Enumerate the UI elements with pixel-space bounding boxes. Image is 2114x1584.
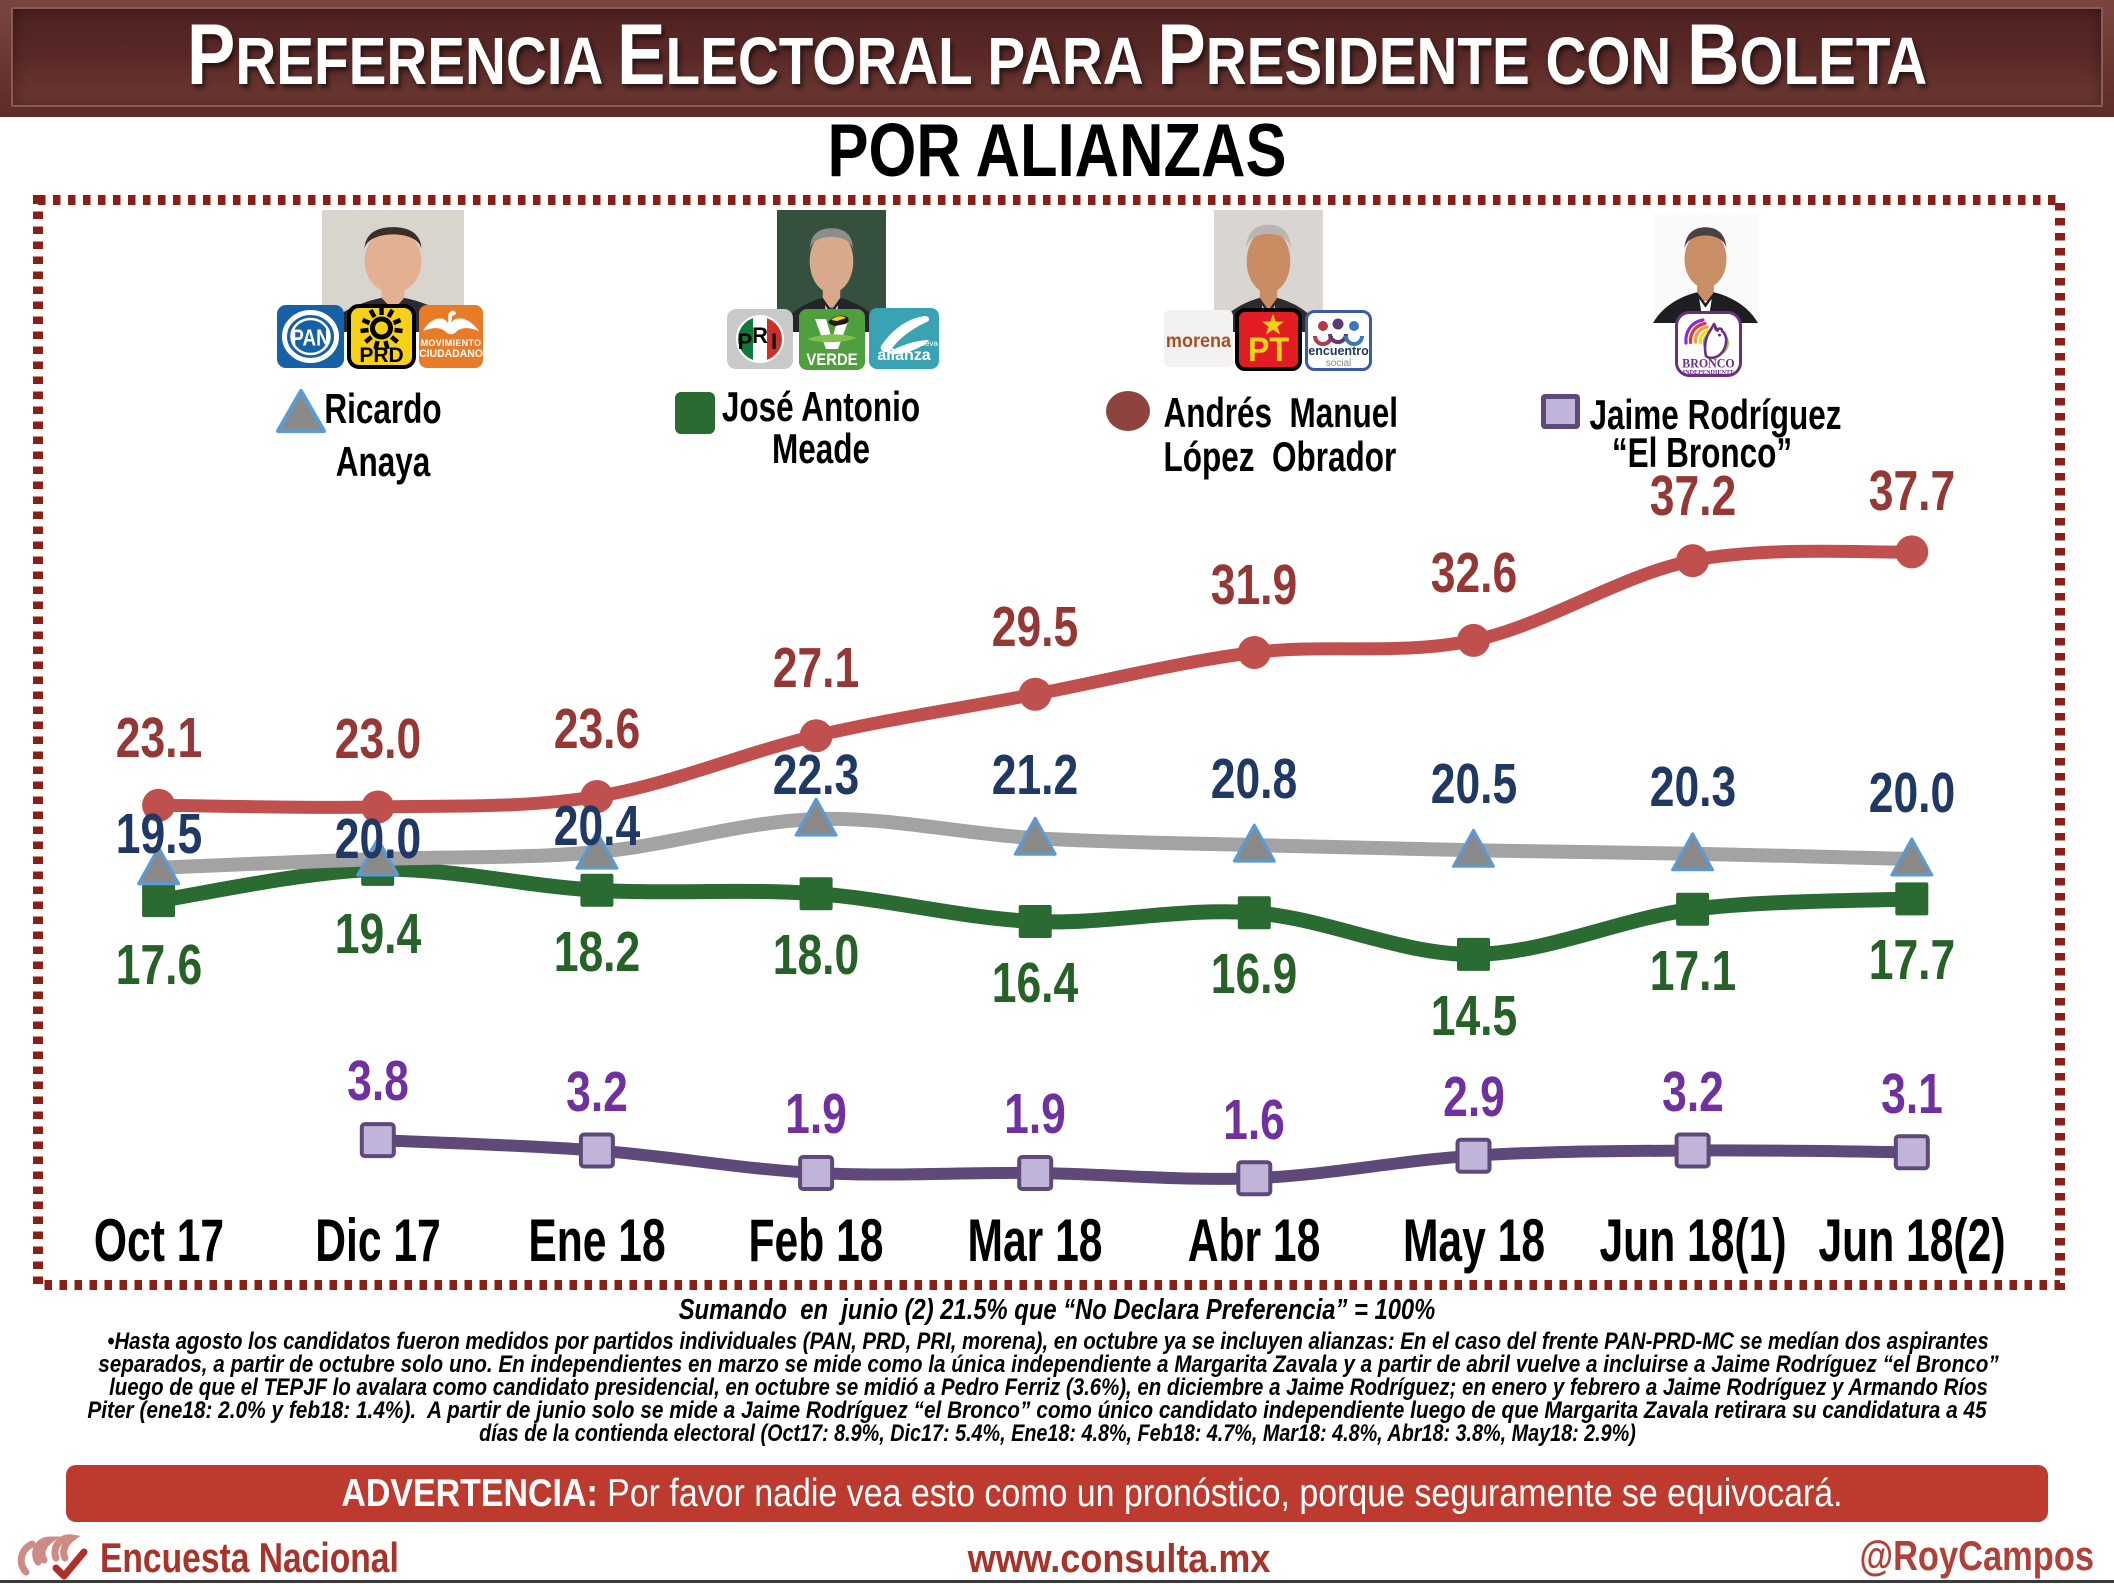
svg-text:VERDE: VERDE	[806, 351, 857, 369]
svg-text:alianza: alianza	[877, 347, 930, 364]
svg-text:R: R	[752, 323, 768, 348]
svg-text:MOVIMIENTO: MOVIMIENTO	[421, 338, 482, 348]
svg-text:nueva: nueva	[916, 339, 938, 348]
svg-text:social: social	[1326, 358, 1352, 369]
svg-text:INDEPENDIENTE: INDEPENDIENTE	[1683, 369, 1735, 376]
svg-text:morena: morena	[1166, 330, 1232, 352]
svg-text:PAN: PAN	[291, 326, 329, 351]
svg-text:PT: PT	[1248, 331, 1289, 369]
svg-text:CIUDADANO: CIUDADANO	[419, 348, 483, 360]
svg-text:BRONCO: BRONCO	[1682, 356, 1735, 371]
svg-text:PRD: PRD	[359, 344, 403, 367]
svg-text:P: P	[738, 329, 753, 354]
svg-text:encuentro: encuentro	[1308, 344, 1369, 358]
svg-text:I: I	[771, 329, 777, 354]
